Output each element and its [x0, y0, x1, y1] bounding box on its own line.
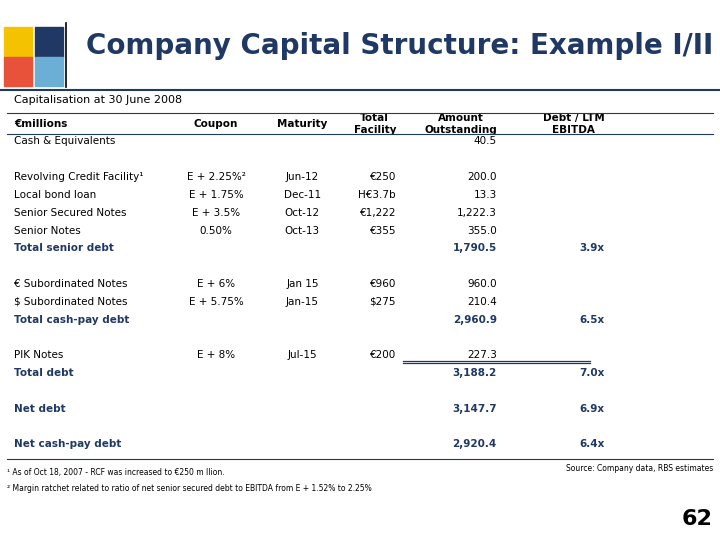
Text: €200: €200 [370, 350, 396, 360]
Text: 6.4x: 6.4x [580, 440, 605, 449]
Text: Dec-11: Dec-11 [284, 190, 321, 200]
Text: €960: €960 [369, 279, 396, 289]
Text: 62: 62 [682, 509, 713, 529]
Text: 6.9x: 6.9x [580, 404, 605, 414]
Text: Jan-15: Jan-15 [286, 297, 319, 307]
Text: 355.0: 355.0 [467, 226, 497, 235]
Text: 40.5: 40.5 [474, 137, 497, 146]
Text: 7.0x: 7.0x [580, 368, 605, 378]
Text: 3,147.7: 3,147.7 [452, 404, 497, 414]
Text: € Subordinated Notes: € Subordinated Notes [14, 279, 128, 289]
Text: E + 5.75%: E + 5.75% [189, 297, 243, 307]
Text: Amount
Outstanding: Amount Outstanding [424, 113, 497, 135]
Text: Local bond loan: Local bond loan [14, 190, 96, 200]
Text: 6.5x: 6.5x [580, 315, 605, 325]
Text: Debt / LTM
EBITDA: Debt / LTM EBITDA [543, 113, 605, 135]
Text: Capitalisation at 30 June 2008: Capitalisation at 30 June 2008 [14, 95, 183, 105]
Text: 200.0: 200.0 [467, 172, 497, 182]
Text: €1,222: €1,222 [359, 208, 396, 218]
Text: E + 6%: E + 6% [197, 279, 235, 289]
Text: 210.4: 210.4 [467, 297, 497, 307]
Text: €355: €355 [369, 226, 396, 235]
Text: $ Subordinated Notes: $ Subordinated Notes [14, 297, 128, 307]
Text: Net debt: Net debt [14, 404, 66, 414]
Text: 2,920.4: 2,920.4 [453, 440, 497, 449]
Text: Coupon: Coupon [194, 119, 238, 129]
Text: 2,960.9: 2,960.9 [453, 315, 497, 325]
Text: 13.3: 13.3 [474, 190, 497, 200]
Text: 227.3: 227.3 [467, 350, 497, 360]
Text: Net cash-pay debt: Net cash-pay debt [14, 440, 122, 449]
Text: PIK Notes: PIK Notes [14, 350, 64, 360]
Text: H€3.7b: H€3.7b [359, 190, 396, 200]
Text: Total
Facility: Total Facility [354, 113, 396, 135]
Text: Jan 15: Jan 15 [286, 279, 319, 289]
Text: Total senior debt: Total senior debt [14, 244, 114, 253]
Text: Total cash-pay debt: Total cash-pay debt [14, 315, 130, 325]
Text: 1,222.3: 1,222.3 [457, 208, 497, 218]
Text: $275: $275 [369, 297, 396, 307]
Text: E + 8%: E + 8% [197, 350, 235, 360]
Text: E + 3.5%: E + 3.5% [192, 208, 240, 218]
Text: 0.50%: 0.50% [199, 226, 233, 235]
Text: Cash & Equivalents: Cash & Equivalents [14, 137, 116, 146]
Text: 3.9x: 3.9x [580, 244, 605, 253]
Text: Revolving Credit Facility¹: Revolving Credit Facility¹ [14, 172, 144, 182]
Text: 3,188.2: 3,188.2 [453, 368, 497, 378]
Text: Source: Company data, RBS estimates: Source: Company data, RBS estimates [565, 464, 713, 473]
Text: €250: €250 [369, 172, 396, 182]
Text: Total debt: Total debt [14, 368, 74, 378]
Text: Oct-13: Oct-13 [285, 226, 320, 235]
Text: 960.0: 960.0 [467, 279, 497, 289]
Text: Oct-12: Oct-12 [285, 208, 320, 218]
Text: E + 1.75%: E + 1.75% [189, 190, 243, 200]
Text: Senior Notes: Senior Notes [14, 226, 81, 235]
Text: Jul-15: Jul-15 [287, 350, 318, 360]
Text: 1,790.5: 1,790.5 [453, 244, 497, 253]
Text: E + 2.25%²: E + 2.25%² [186, 172, 246, 182]
Text: €millions: €millions [14, 119, 68, 129]
Text: Senior Secured Notes: Senior Secured Notes [14, 208, 127, 218]
Text: ¹ As of Oct 18, 2007 - RCF was increased to €250 m llion.: ¹ As of Oct 18, 2007 - RCF was increased… [7, 468, 225, 477]
Text: ² Margin ratchet related to ratio of net senior secured debt to EBITDA from E + : ² Margin ratchet related to ratio of net… [7, 484, 372, 493]
Text: Company Capital Structure: Example I/II: Company Capital Structure: Example I/II [86, 32, 714, 60]
Text: Maturity: Maturity [277, 119, 328, 129]
Text: Jun-12: Jun-12 [286, 172, 319, 182]
